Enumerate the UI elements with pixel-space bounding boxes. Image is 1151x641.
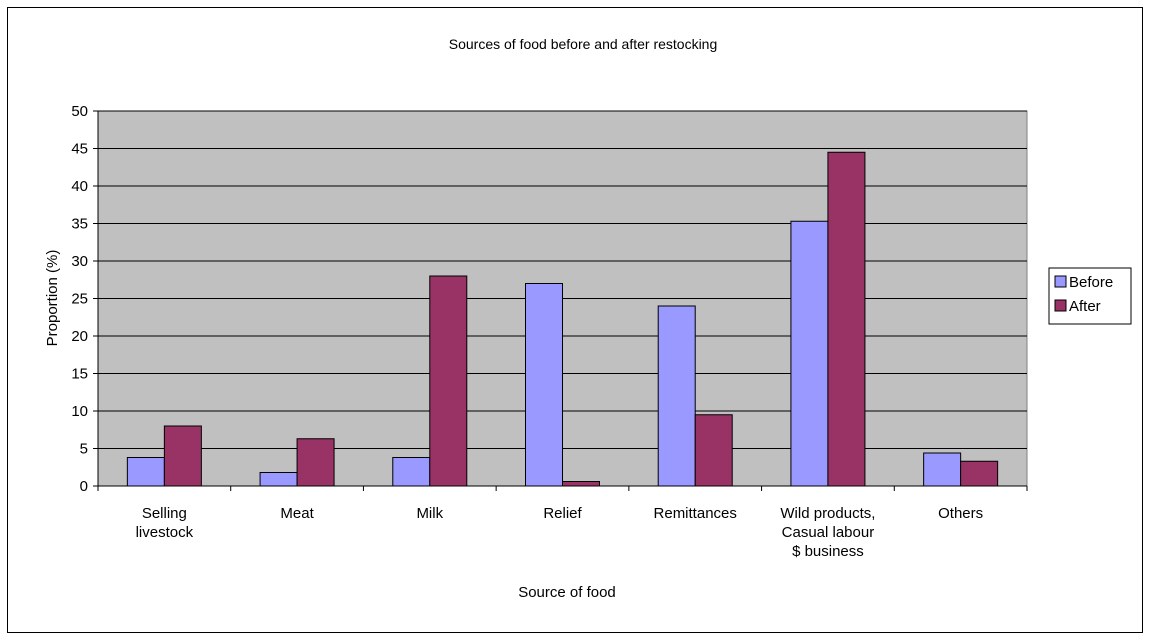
x-tick-labels: Selling livestock Meat Milk Relief Remittance… [136,505,984,560]
legend-label-after: After [1069,298,1101,315]
y-tick-label: 45 [71,141,88,158]
x-tick-label: livestock [136,524,194,541]
y-tick-label: 0 [80,478,88,495]
y-tick-label: 25 [71,291,88,308]
y-tick-label: 5 [80,441,88,458]
bar-after [694,414,733,487]
bar-after [827,151,866,487]
bar-after [163,425,202,487]
bar-before [126,457,165,487]
bar-before [657,305,696,487]
x-tick-label: Casual labour [782,524,875,541]
x-tick-label: Remittances [654,505,737,522]
x-tick-label: Relief [543,505,582,522]
y-tick-label: 50 [71,103,88,120]
bar-before [392,457,431,487]
y-axis-label: Proportion (%) [44,250,61,347]
legend-swatch-before [1054,275,1067,288]
x-axis-label: Source of food [518,584,616,601]
legend-swatch-after [1054,299,1067,312]
bar-after [562,481,600,487]
y-tick-labels: 0 5 10 15 20 25 30 35 40 45 50 [71,103,88,495]
x-tick-label: Selling [142,505,187,522]
x-tick-label: $ business [792,543,864,560]
bar-after [960,460,999,487]
y-tick-label: 35 [71,216,88,233]
y-tick-label: 20 [71,328,88,345]
x-tick-label: Milk [416,505,443,522]
bar-before [525,283,563,487]
x-tick-label: Others [938,505,983,522]
bar-before [923,452,962,487]
y-tick-label: 15 [71,366,88,383]
bar-before [259,472,298,487]
bar-after [429,275,468,487]
legend: Before After [1048,267,1132,325]
y-tick-label: 30 [71,253,88,270]
axes [93,110,1028,491]
y-tick-label: 10 [71,403,88,420]
legend-items: Before After [1054,274,1113,315]
bar-after [296,438,335,487]
chart-title: Sources of food before and after restock… [449,36,718,52]
x-tick-label: Wild products, [780,505,875,522]
bar-before [790,220,829,487]
y-tick-label: 40 [71,178,88,195]
x-tick-label: Meat [280,505,314,522]
legend-label-before: Before [1069,274,1113,291]
